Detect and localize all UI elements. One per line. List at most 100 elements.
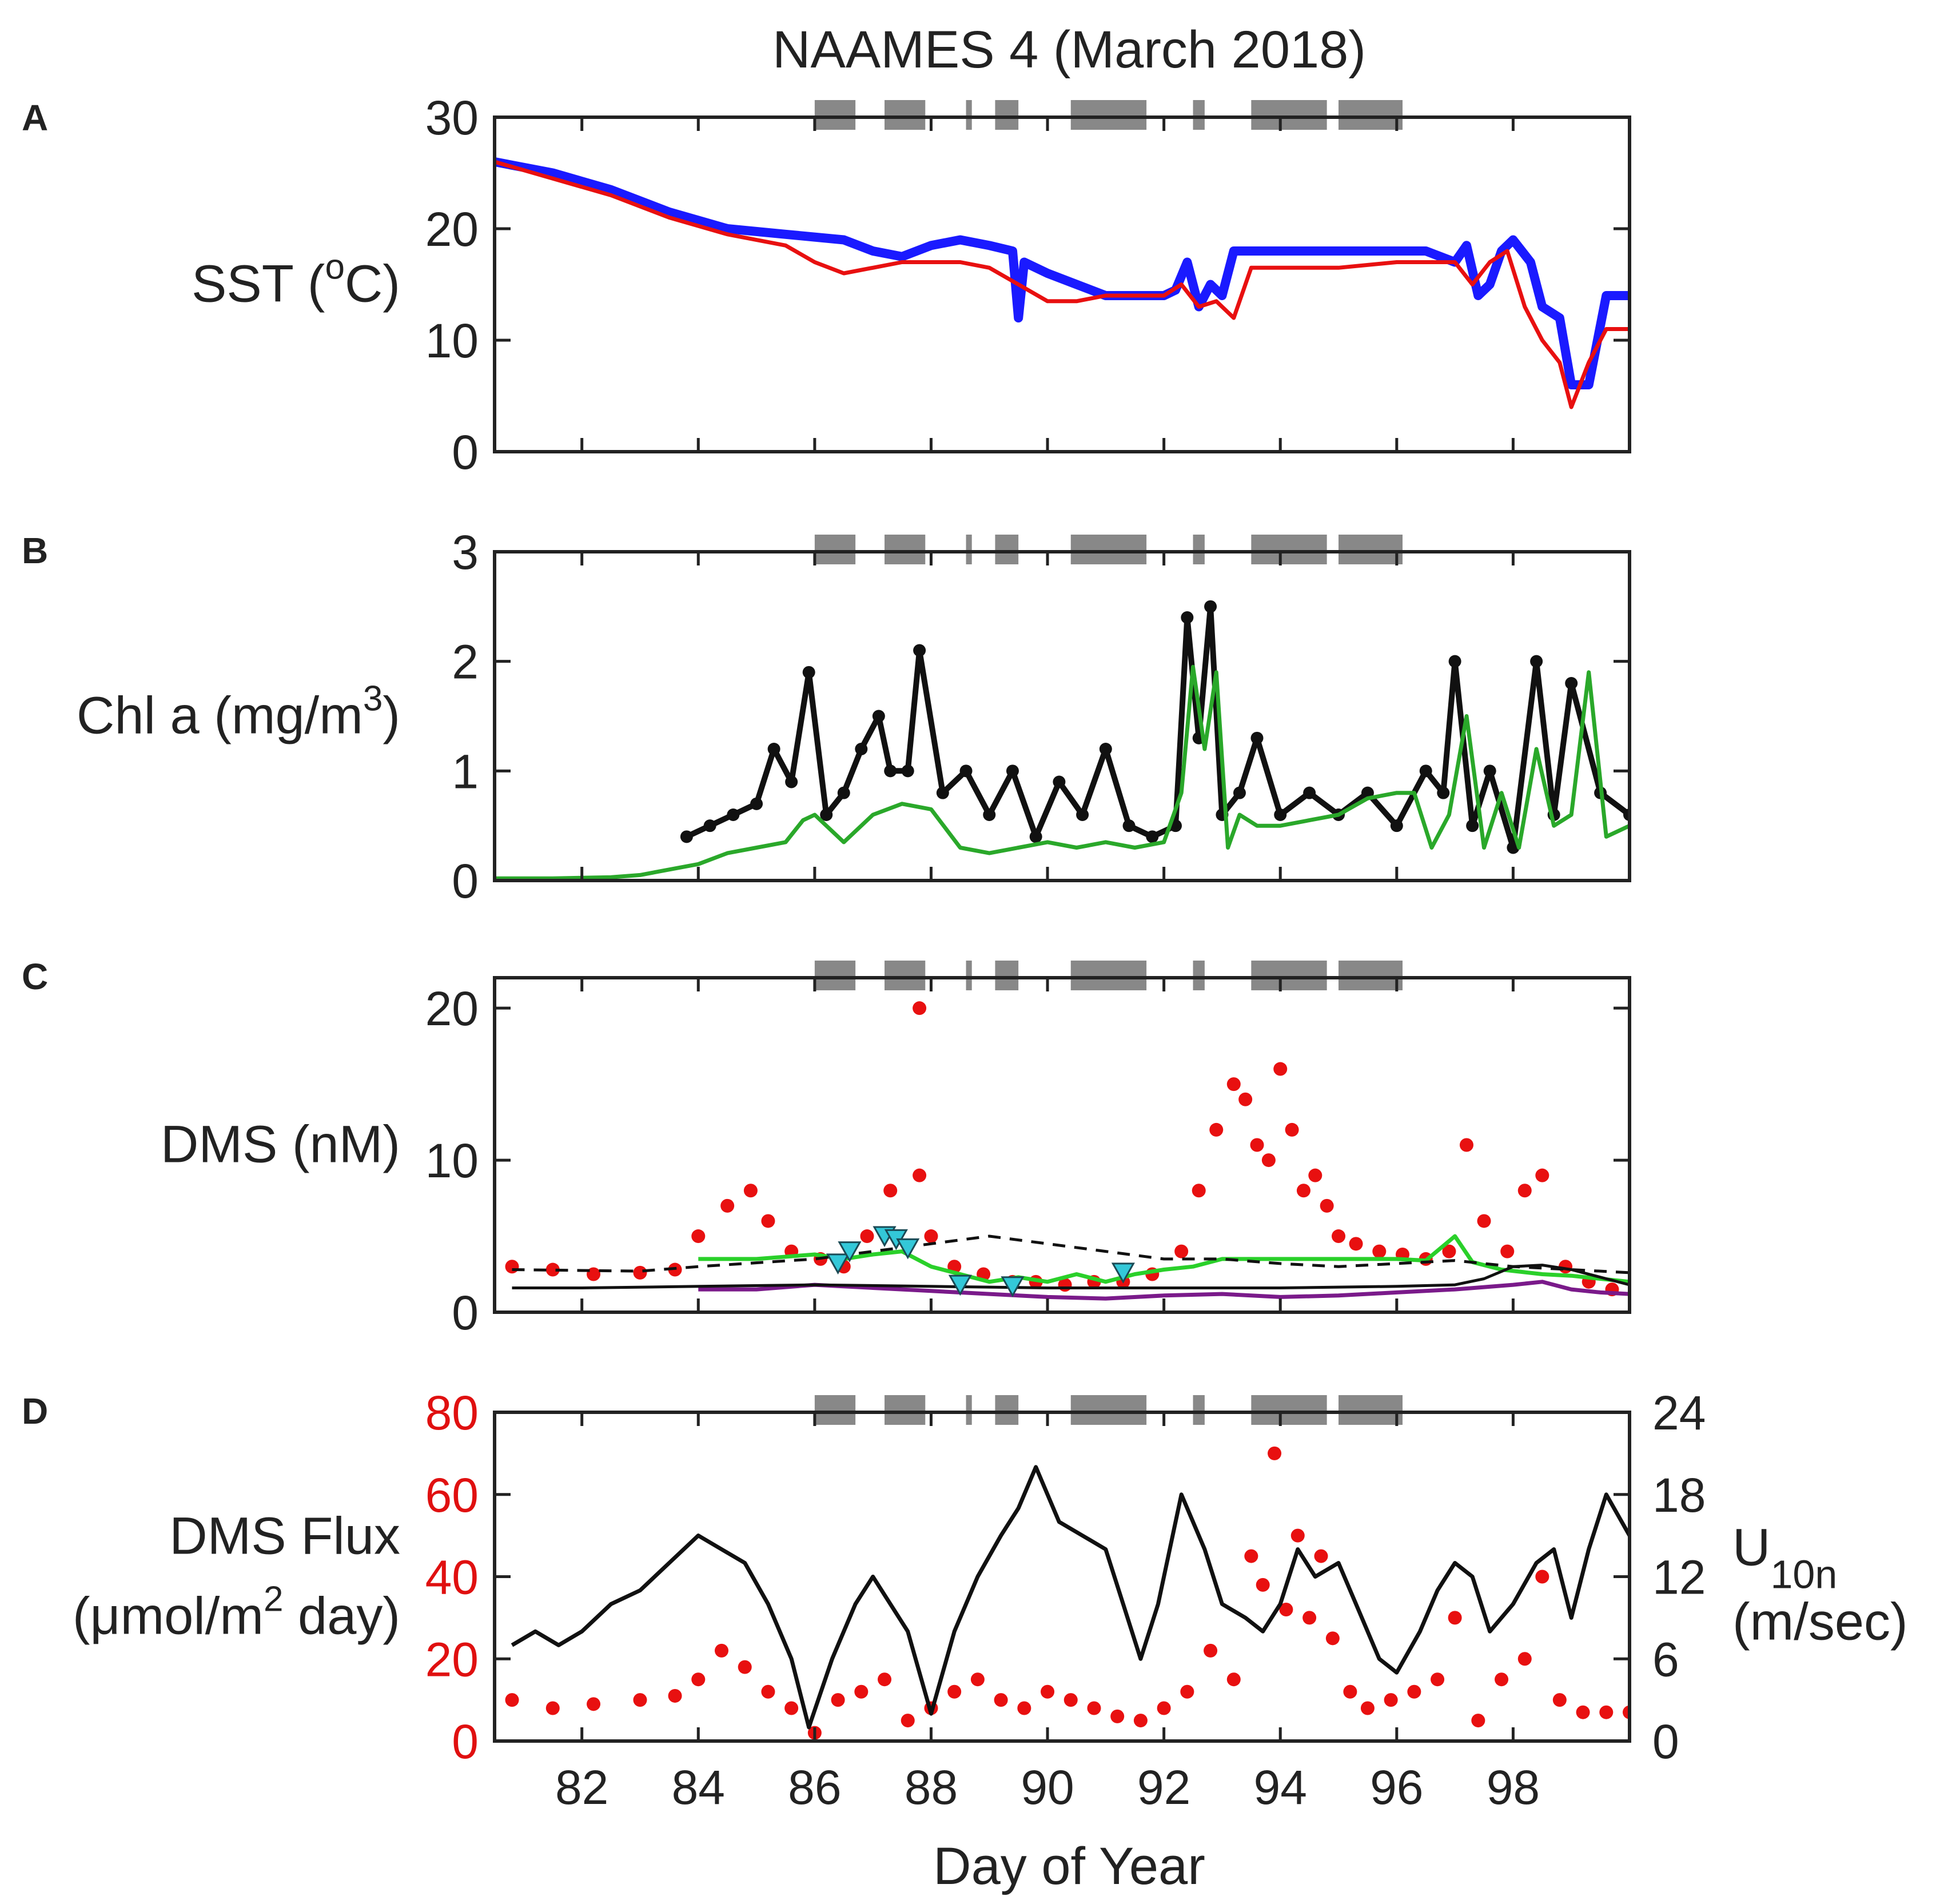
data-point [1320, 1198, 1334, 1213]
station-bar [966, 535, 972, 564]
data-point [1192, 1184, 1206, 1198]
data-point [855, 743, 868, 755]
series-dms-triangles-markers [826, 1226, 1135, 1297]
station-bar [814, 1395, 856, 1425]
x-tick-label: 86 [788, 1760, 841, 1814]
data-point [1204, 1643, 1218, 1658]
right-y-tick-label: 24 [1652, 1386, 1706, 1440]
x-tick-label: 82 [555, 1760, 608, 1814]
data-point [1250, 731, 1264, 744]
data-point [587, 1697, 601, 1711]
plot-area [505, 1446, 1630, 1740]
data-point [1535, 1168, 1549, 1182]
data-point [1226, 1077, 1241, 1092]
data-point [767, 743, 780, 755]
y-axis-label: DMS (nM) [161, 1116, 400, 1174]
data-point [633, 1693, 647, 1707]
plot-frame [493, 1411, 1631, 1743]
data-point [896, 1238, 920, 1260]
data-point [720, 1198, 735, 1213]
y-label-tail: day) [283, 1587, 400, 1646]
data-point [1204, 600, 1217, 613]
data-point [1290, 1528, 1305, 1543]
data-point [1063, 1693, 1078, 1707]
panel-a: A 0 10 20 30 SST (oC) [22, 91, 1631, 479]
y-axis-label: Chl a (mg/m3) [77, 679, 400, 745]
series-sst-blue [495, 157, 1630, 389]
data-point [1466, 819, 1479, 832]
panel-c: C 0 10 20 DMS (nM) [22, 956, 1631, 1340]
data-point [1390, 819, 1403, 832]
data-point [1332, 1229, 1346, 1244]
data-point [959, 764, 973, 778]
station-bar [1251, 100, 1327, 130]
y-label-sup: 2 [264, 1580, 283, 1619]
right-y-tick-label: 12 [1652, 1551, 1706, 1604]
station-bar [1339, 961, 1403, 990]
data-point [668, 1688, 682, 1703]
data-point [1285, 1122, 1299, 1137]
data-point [691, 1229, 706, 1244]
data-point [785, 775, 798, 788]
station-bar [995, 100, 1019, 130]
data-point [1274, 808, 1287, 821]
station-bar [1339, 535, 1403, 564]
x-tick-label: 96 [1370, 1760, 1423, 1814]
data-point [1029, 830, 1042, 843]
data-point [545, 1701, 560, 1715]
y-tick-label: 80 [425, 1386, 479, 1440]
y-tick-label: 60 [425, 1468, 479, 1522]
y-tick-label: 40 [425, 1551, 479, 1604]
data-point [1076, 808, 1089, 821]
data-point [913, 644, 926, 657]
data-point [802, 666, 815, 679]
station-bar [1070, 535, 1147, 564]
series-dms-green [698, 1234, 1630, 1284]
station-bar [1193, 535, 1205, 564]
data-point [1314, 1549, 1328, 1563]
data-point [1442, 1244, 1456, 1258]
series-dms-purple [698, 1280, 1630, 1301]
data-point [633, 1265, 647, 1280]
y-tick-label: 30 [425, 91, 479, 145]
data-point [1552, 1693, 1567, 1707]
station-bar [814, 535, 856, 564]
station-bar [814, 100, 856, 130]
data-point [1495, 1672, 1509, 1687]
station-bar [995, 1395, 1019, 1425]
data-point [1174, 1244, 1189, 1258]
data-point [826, 1253, 850, 1274]
data-point [1233, 786, 1246, 799]
data-point [913, 1168, 927, 1182]
panel-letter: A [22, 97, 48, 138]
data-point [1122, 819, 1136, 832]
data-point [715, 1643, 728, 1658]
data-point [1001, 1276, 1025, 1297]
data-point [1303, 786, 1316, 799]
plot-frame [493, 550, 1631, 882]
station-bar [1070, 1395, 1147, 1425]
y-tick-label: 0 [452, 1715, 479, 1768]
data-point [1053, 775, 1066, 788]
data-point [1599, 1705, 1614, 1719]
data-point [1407, 1684, 1421, 1699]
y-tick-label: 20 [425, 982, 479, 1035]
series-dms-outlier-markers [913, 1001, 927, 1015]
data-point [1268, 1446, 1282, 1460]
y-tick-label: 3 [452, 525, 479, 579]
series-dms-flux-points-markers [505, 1446, 1630, 1740]
data-point [1477, 1214, 1491, 1228]
data-point [948, 1274, 972, 1296]
data-point [1087, 1701, 1101, 1715]
data-point [1565, 677, 1578, 690]
y-label-tail: ) [383, 687, 400, 745]
y-axis-label: SST (oC) [192, 248, 400, 313]
series-chl-a-green [495, 664, 1630, 881]
plot-area [495, 600, 1630, 881]
station-bar [885, 961, 926, 990]
data-point [1372, 1244, 1387, 1258]
data-point [743, 1184, 758, 1198]
data-point [1244, 1549, 1258, 1563]
data-point [1017, 1701, 1031, 1715]
